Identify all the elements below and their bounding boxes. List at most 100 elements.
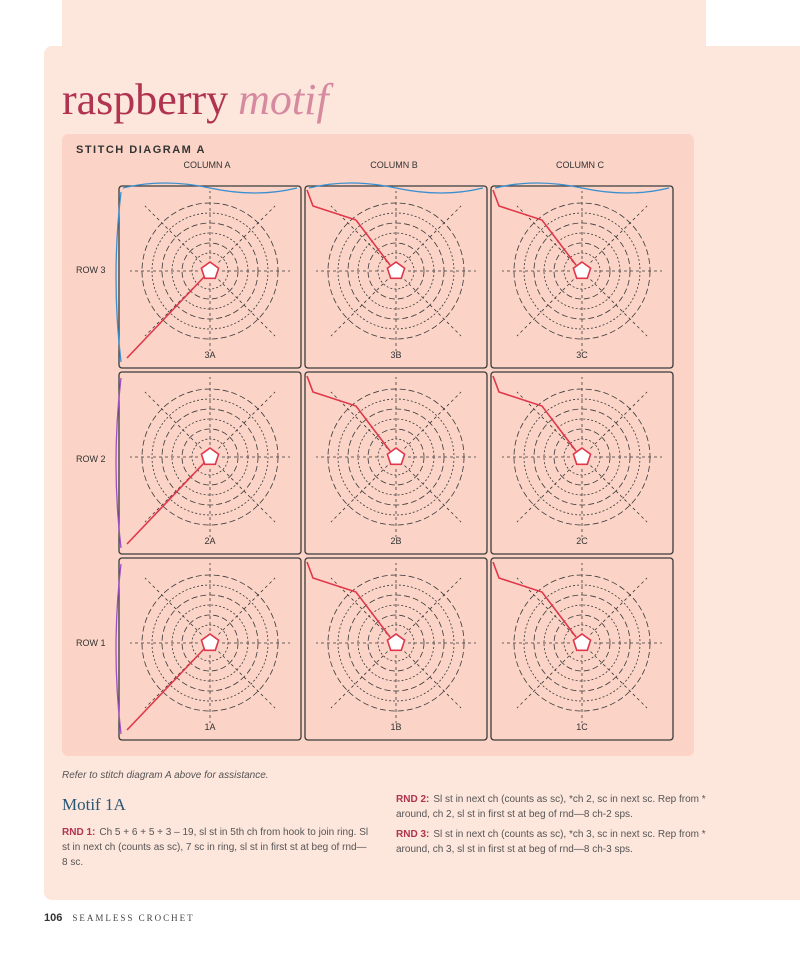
rnd-3-label: RND 3: (396, 829, 430, 840)
stitch-ring-2b-4 (337, 398, 455, 516)
start-path-1c (492, 561, 577, 638)
spoke-2c-3 (516, 465, 574, 523)
start-path-2c (492, 375, 577, 452)
start-path-3a (126, 276, 205, 359)
center-ring-2a (200, 447, 220, 466)
diagram-title: STITCH DIAGRAM A (76, 144, 206, 156)
motif-border-3c (490, 185, 674, 369)
spoke-2b-7 (404, 391, 462, 449)
instruction-rnd-3: RND 3: Sl st in next ch (counts as sc), *… (396, 827, 706, 857)
stitch-ring-3b-4 (337, 212, 455, 330)
stitch-diagram: STITCH DIAGRAM A COLUMN A COLUMN B COLUM… (62, 134, 694, 756)
stitch-ring-2a-4 (151, 398, 269, 516)
top-tab-decoration (62, 0, 706, 48)
start-path-1b (306, 561, 391, 638)
spoke-2c-1 (590, 465, 648, 523)
spoke-3a-7 (218, 205, 276, 263)
join-chain-top-3b (308, 182, 484, 194)
join-chain-side-3a (115, 191, 122, 363)
motif-border-1c (490, 557, 674, 741)
motif-label-2c: 2C (576, 536, 588, 546)
spoke-1a-7 (218, 577, 276, 635)
spoke-2a-5 (144, 391, 202, 449)
join-chain-side-2a (115, 377, 122, 549)
join-chain-top-3a (122, 182, 298, 194)
rnd-3-text: Sl st in next ch (counts as sc), *ch 3, … (396, 829, 706, 855)
motif-border-2c (490, 371, 674, 555)
stitch-ring-1b-1 (367, 614, 425, 672)
spoke-2b-1 (404, 465, 462, 523)
stitch-ring-1a-4 (151, 584, 269, 702)
join-chain-side-1a (115, 563, 122, 735)
stitch-ring-1b-4 (337, 584, 455, 702)
stitch-ring-2a-1 (181, 428, 239, 486)
spoke-2a-1 (218, 465, 276, 523)
spoke-3b-3 (330, 279, 388, 337)
spoke-1a-5 (144, 577, 202, 635)
rnd-2-label: RND 2: (396, 794, 430, 805)
start-path-2b (306, 375, 391, 452)
rnd-2-text: Sl st in next ch (counts as sc), *ch 2, … (396, 794, 706, 820)
spoke-1b-7 (404, 577, 462, 635)
spoke-1c-3 (516, 651, 574, 709)
stitch-ring-3a-1 (181, 242, 239, 300)
rnd-1-label: RND 1: (62, 827, 96, 838)
motif-border-1a (118, 557, 302, 741)
motif-label-1a: 1A (204, 722, 215, 732)
center-ring-3a (200, 261, 220, 280)
spoke-3a-5 (144, 205, 202, 263)
start-path-3b (306, 189, 391, 266)
spoke-1c-7 (590, 577, 648, 635)
spoke-1b-3 (330, 651, 388, 709)
instruction-rnd-2: RND 2: Sl st in next ch (counts as sc), *… (396, 792, 706, 822)
motif-border-3b (304, 185, 488, 369)
spoke-1b-1 (404, 651, 462, 709)
row-label-3: ROW 3 (76, 265, 106, 275)
spoke-1c-1 (590, 651, 648, 709)
motif-label-2b: 2B (390, 536, 401, 546)
stitch-ring-3c-1 (553, 242, 611, 300)
join-chain-top-3c (494, 182, 670, 194)
spoke-3a-1 (218, 279, 276, 337)
spoke-3c-7 (590, 205, 648, 263)
title-word-raspberry: raspberry (62, 75, 229, 124)
row-label-1: ROW 1 (76, 638, 106, 648)
column-label-b: COLUMN B (370, 160, 418, 170)
motif-border-2b (304, 371, 488, 555)
center-ring-2b (386, 447, 406, 466)
spoke-2b-3 (330, 465, 388, 523)
center-ring-1a (200, 633, 220, 652)
stitch-ring-2b-1 (367, 428, 425, 486)
page-number: 106 (44, 912, 63, 924)
center-ring-1b (386, 633, 406, 652)
motif-border-3a (118, 185, 302, 369)
start-path-2a (126, 462, 205, 545)
stitch-ring-1c-1 (553, 614, 611, 672)
stitch-ring-3a-4 (151, 212, 269, 330)
crochet-grid: 3A 3B 3C 2A 2B 2C 1A 1B 1C (115, 182, 674, 741)
row-label-2: ROW 2 (76, 454, 106, 464)
stitch-ring-1c-4 (523, 584, 641, 702)
center-ring-2c (572, 447, 592, 466)
center-ring-1c (572, 633, 592, 652)
instruction-rnd-1: RND 1: Ch 5 + 6 + 5 + 3 – 19, sl st in 5t… (62, 825, 372, 870)
motif-label-2a: 2A (204, 536, 215, 546)
start-path-1a (126, 648, 205, 731)
motif-label-3c: 3C (576, 350, 588, 360)
section-title: Motif 1A (62, 795, 126, 814)
column-label-c: COLUMN C (555, 160, 604, 170)
motif-border-2a (118, 371, 302, 555)
spoke-2a-7 (218, 391, 276, 449)
motif-label-3a: 3A (204, 350, 215, 360)
stitch-ring-2c-1 (553, 428, 611, 486)
page-footer: 106 SEAMLESS CROCHET (44, 912, 195, 924)
spoke-3b-7 (404, 205, 462, 263)
motif-label-1b: 1B (390, 722, 401, 732)
column-label-a: COLUMN A (183, 160, 231, 170)
stitch-ring-1a-1 (181, 614, 239, 672)
center-ring-3b (386, 261, 406, 280)
spoke-1a-1 (218, 651, 276, 709)
start-path-3c (492, 189, 577, 266)
motif-label-3b: 3B (390, 350, 401, 360)
rnd-1-text: Ch 5 + 6 + 5 + 3 – 19, sl st in 5th ch f… (62, 827, 369, 868)
